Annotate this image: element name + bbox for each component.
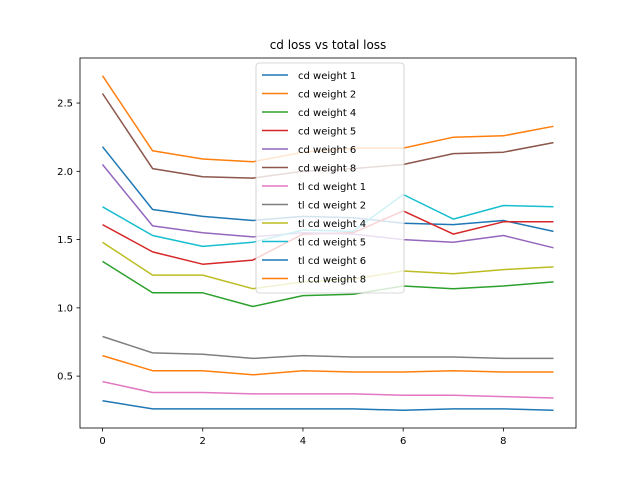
x-tick-label: 8 — [500, 436, 506, 447]
legend-label: cd weight 1 — [298, 71, 356, 82]
legend-label: cd weight 4 — [298, 108, 356, 119]
x-tick-label: 4 — [300, 436, 306, 447]
y-axis: 0.5 1.0 1.5 2.0 2.5 — [57, 99, 80, 383]
y-tick-label: 2.0 — [57, 167, 73, 178]
series-line-12 — [102, 354, 554, 376]
legend-label: cd weight 6 — [298, 145, 356, 156]
series-line-7 — [102, 380, 554, 399]
series-line-3 — [102, 260, 554, 308]
chart-title: cd loss vs total loss — [270, 38, 387, 52]
y-tick-label: 1.5 — [57, 235, 73, 246]
legend: cd weight 1 cd weight 2 cd weight 4 cd weig… — [255, 62, 405, 294]
y-tick-label: 0.5 — [57, 372, 73, 383]
x-axis: 0 2 4 6 8 — [99, 428, 507, 447]
legend-label: tl cd weight 5 — [298, 237, 366, 248]
legend-label: tl cd weight 6 — [298, 256, 366, 267]
legend-box — [255, 62, 405, 294]
legend-label: tl cd weight 1 — [298, 182, 366, 193]
legend-label: tl cd weight 8 — [298, 274, 366, 285]
x-tick-label: 6 — [400, 436, 406, 447]
legend-label: cd weight 2 — [298, 89, 356, 100]
plot-frame — [79, 57, 577, 429]
legend-label: cd weight 8 — [298, 163, 356, 174]
series-line-11 — [102, 399, 554, 412]
y-tick-label: 2.5 — [57, 99, 73, 110]
legend-label: cd weight 5 — [298, 126, 356, 137]
series-line-8 — [102, 335, 554, 360]
legend-label: tl cd weight 2 — [298, 200, 366, 211]
x-tick-label: 0 — [99, 436, 105, 447]
legend-label: tl cd weight 4 — [298, 219, 366, 230]
x-tick-label: 2 — [200, 436, 206, 447]
y-tick-label: 1.0 — [57, 303, 73, 314]
